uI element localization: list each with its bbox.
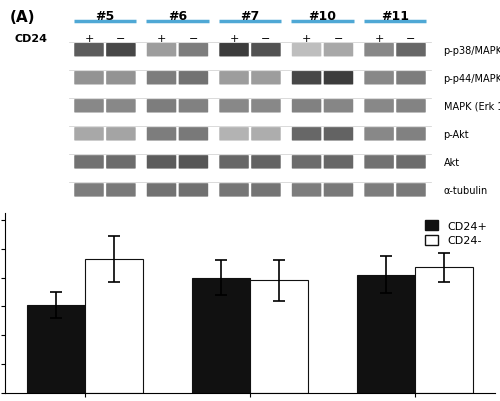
- FancyBboxPatch shape: [292, 184, 322, 197]
- FancyBboxPatch shape: [178, 156, 208, 169]
- FancyBboxPatch shape: [396, 72, 426, 85]
- Text: #5: #5: [96, 10, 114, 23]
- Bar: [85, 259, 143, 393]
- FancyBboxPatch shape: [74, 100, 104, 113]
- FancyBboxPatch shape: [292, 44, 322, 57]
- FancyBboxPatch shape: [292, 100, 322, 113]
- FancyBboxPatch shape: [220, 128, 249, 141]
- FancyBboxPatch shape: [396, 100, 426, 113]
- FancyBboxPatch shape: [220, 156, 249, 169]
- FancyBboxPatch shape: [178, 72, 208, 85]
- FancyBboxPatch shape: [251, 156, 280, 169]
- Text: −: −: [116, 34, 126, 44]
- FancyBboxPatch shape: [106, 100, 136, 113]
- FancyBboxPatch shape: [74, 184, 104, 197]
- FancyBboxPatch shape: [292, 72, 322, 85]
- Text: p-p44/MAPK: p-p44/MAPK: [444, 74, 500, 83]
- Text: +: +: [84, 34, 94, 44]
- FancyBboxPatch shape: [251, 72, 280, 85]
- FancyBboxPatch shape: [147, 184, 176, 197]
- Text: #10: #10: [308, 10, 336, 23]
- Bar: [192, 278, 250, 393]
- FancyBboxPatch shape: [147, 44, 176, 57]
- Legend: CD24+, CD24-: CD24+, CD24-: [423, 219, 490, 248]
- Text: (A): (A): [10, 10, 36, 25]
- Text: +: +: [374, 34, 384, 44]
- FancyBboxPatch shape: [106, 184, 136, 197]
- Text: Akt: Akt: [444, 158, 460, 168]
- Bar: [357, 275, 415, 393]
- FancyBboxPatch shape: [178, 184, 208, 197]
- FancyBboxPatch shape: [74, 72, 104, 85]
- FancyBboxPatch shape: [364, 72, 394, 85]
- Text: −: −: [334, 34, 343, 44]
- FancyBboxPatch shape: [147, 72, 176, 85]
- FancyBboxPatch shape: [74, 156, 104, 169]
- FancyBboxPatch shape: [396, 156, 426, 169]
- Text: #7: #7: [240, 10, 260, 23]
- FancyBboxPatch shape: [396, 44, 426, 57]
- FancyBboxPatch shape: [147, 100, 176, 113]
- FancyBboxPatch shape: [251, 100, 280, 113]
- Text: α-tubulin: α-tubulin: [444, 185, 488, 195]
- Text: +: +: [302, 34, 312, 44]
- Text: #6: #6: [168, 10, 187, 23]
- FancyBboxPatch shape: [106, 156, 136, 169]
- FancyBboxPatch shape: [220, 72, 249, 85]
- FancyBboxPatch shape: [106, 128, 136, 141]
- FancyBboxPatch shape: [324, 100, 353, 113]
- Text: p-p38/MAPK: p-p38/MAPK: [444, 46, 500, 56]
- FancyBboxPatch shape: [147, 128, 176, 141]
- Text: −: −: [406, 34, 416, 44]
- FancyBboxPatch shape: [106, 44, 136, 57]
- FancyBboxPatch shape: [251, 44, 280, 57]
- FancyBboxPatch shape: [147, 156, 176, 169]
- FancyBboxPatch shape: [324, 128, 353, 141]
- FancyBboxPatch shape: [74, 44, 104, 57]
- FancyBboxPatch shape: [178, 100, 208, 113]
- FancyBboxPatch shape: [292, 156, 322, 169]
- FancyBboxPatch shape: [74, 128, 104, 141]
- Bar: [415, 268, 472, 393]
- FancyBboxPatch shape: [220, 100, 249, 113]
- FancyBboxPatch shape: [396, 184, 426, 197]
- FancyBboxPatch shape: [220, 44, 249, 57]
- Text: MAPK (Erk 1/2): MAPK (Erk 1/2): [444, 101, 500, 111]
- Text: p-Akt: p-Akt: [444, 130, 469, 140]
- FancyBboxPatch shape: [178, 44, 208, 57]
- Bar: [250, 281, 308, 393]
- FancyBboxPatch shape: [364, 156, 394, 169]
- FancyBboxPatch shape: [396, 128, 426, 141]
- FancyBboxPatch shape: [251, 184, 280, 197]
- Bar: [28, 305, 85, 393]
- FancyBboxPatch shape: [364, 44, 394, 57]
- FancyBboxPatch shape: [251, 128, 280, 141]
- FancyBboxPatch shape: [324, 44, 353, 57]
- Text: +: +: [157, 34, 166, 44]
- FancyBboxPatch shape: [324, 72, 353, 85]
- Text: −: −: [262, 34, 270, 44]
- FancyBboxPatch shape: [324, 156, 353, 169]
- FancyBboxPatch shape: [178, 128, 208, 141]
- Text: #11: #11: [381, 10, 409, 23]
- FancyBboxPatch shape: [106, 72, 136, 85]
- FancyBboxPatch shape: [292, 128, 322, 141]
- Text: −: −: [188, 34, 198, 44]
- FancyBboxPatch shape: [220, 184, 249, 197]
- Text: CD24: CD24: [15, 34, 48, 44]
- FancyBboxPatch shape: [324, 184, 353, 197]
- Text: +: +: [230, 34, 238, 44]
- FancyBboxPatch shape: [364, 100, 394, 113]
- FancyBboxPatch shape: [364, 184, 394, 197]
- FancyBboxPatch shape: [364, 128, 394, 141]
